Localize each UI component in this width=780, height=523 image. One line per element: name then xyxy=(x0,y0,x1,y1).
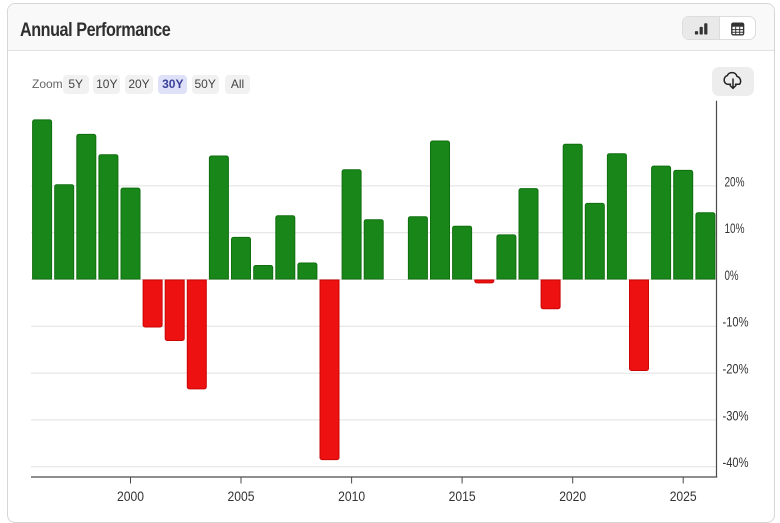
svg-text:-20%: -20% xyxy=(723,362,749,377)
svg-text:20%: 20% xyxy=(725,174,745,189)
svg-text:0%: 0% xyxy=(725,268,739,283)
svg-text:-40%: -40% xyxy=(723,455,749,470)
svg-text:2000: 2000 xyxy=(117,489,144,504)
svg-text:-10%: -10% xyxy=(723,315,749,330)
svg-text:2010: 2010 xyxy=(338,489,365,504)
svg-text:2005: 2005 xyxy=(228,489,255,504)
svg-text:2015: 2015 xyxy=(449,489,476,504)
svg-text:2025: 2025 xyxy=(670,489,697,504)
svg-text:-30%: -30% xyxy=(723,408,749,423)
svg-text:10%: 10% xyxy=(725,221,745,236)
svg-text:2020: 2020 xyxy=(559,489,586,504)
